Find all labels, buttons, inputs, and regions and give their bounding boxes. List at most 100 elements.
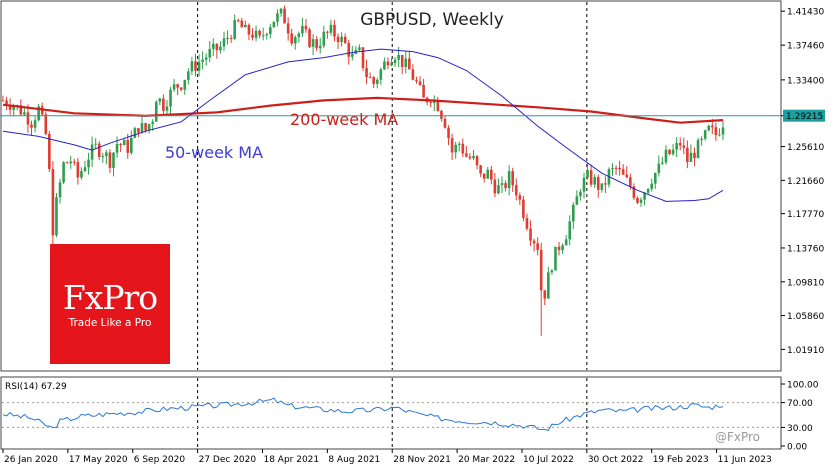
candle-body [582,177,586,192]
candle-body [272,21,276,28]
candle-body [279,8,283,14]
candle-body [554,246,557,271]
logo-tagline: Trade Like a Pro [68,317,152,329]
price-axis: 1.41430 1.37460 1.33400 1.29215 1.25610 1.216… [781,8,825,356]
x-tick-label: 18 Apr 2021 [263,455,319,465]
candle-body [276,13,279,22]
candle-body [418,81,422,85]
candle-body [5,100,8,106]
candle-body [686,147,689,162]
candle-body [550,270,554,273]
candle-body [283,8,286,24]
y-tick-label: 1.33400 [787,76,824,86]
candle-body [411,69,415,80]
candle-body [543,290,547,299]
x-tick-label: 17 May 2020 [69,455,128,465]
rsi-title: RSI(14) 67.29 [5,382,67,392]
candle-body [422,84,425,98]
rsi-y-tick-label: 70.00 [787,399,813,409]
candle-body [290,33,294,44]
main-panel-frame [0,0,782,372]
candle-body [486,169,490,179]
candle-body [661,162,664,164]
candle-body [301,25,304,34]
candle-body [12,106,15,110]
candle-body [105,152,108,157]
candle-body [557,246,561,251]
candle-body [269,27,272,35]
ma50-label: 50-week MA [165,143,263,162]
candle-body [454,144,457,153]
candle-body [347,43,351,57]
candle-body [718,134,721,136]
x-tick-label: 27 Dec 2020 [199,455,257,465]
candle-body [26,112,30,125]
candle-body [240,20,244,28]
candle-body [251,34,254,38]
candle-body [62,162,65,183]
candle-body [351,53,354,57]
candle-body [386,61,390,66]
candle-body [675,143,678,150]
x-tick-label: 8 Aug 2021 [328,455,380,465]
candle-body [80,171,83,178]
candle-body [101,156,105,158]
candle-body [646,188,650,193]
candle-body [97,143,101,157]
candle-body [593,177,596,185]
candle-body [693,152,696,158]
candle-body [529,228,532,241]
candle-body [479,165,482,174]
candle-body [87,159,90,168]
candle-body [632,186,636,198]
candle-body [696,140,700,158]
candle-body [465,153,468,157]
candle-body [154,101,158,122]
candle-body [429,102,433,104]
candle-body [83,167,87,172]
candle-body [440,111,443,119]
candle-body [122,139,126,146]
rsi-y-tick-label: 0.00 [787,443,807,453]
candle-body [130,137,133,153]
candle-body [336,36,340,43]
candle-body [229,37,233,39]
candle-body [222,38,226,47]
candle-body [108,152,112,168]
candle-body [72,161,76,163]
candle-body [258,30,261,36]
candle-body [361,47,365,68]
candle-body [397,55,400,60]
candle-body [493,179,497,194]
candle-body [126,139,130,153]
candle-body [137,128,140,133]
candle-body [379,69,383,80]
candle-body [657,163,661,174]
candle-body [372,77,375,84]
candle-body [643,192,646,200]
candle-body [621,169,625,175]
candle-body [653,173,657,184]
candle-body [547,272,550,299]
y-tick-label: 1.41430 [787,8,824,18]
candle-body [244,24,247,28]
candle-body [318,45,322,49]
y-tick-label: 1.09810 [787,278,824,288]
candle-body [525,217,529,229]
candle-body [618,167,621,170]
candle-body [568,221,572,240]
y-tick-label: 1.25610 [787,143,824,153]
candle-body [308,29,311,47]
candle-body [611,167,614,170]
candle-body [233,20,236,39]
candle-body [561,245,564,251]
candle-body [265,34,269,36]
candle-body [589,170,593,185]
candle-body [522,199,525,218]
candle-body [204,57,208,60]
candle-body [707,125,711,131]
x-tick-label: 26 Jan 2020 [4,455,58,465]
rsi-y-tick-label: 30.00 [787,424,813,434]
candle-body [19,105,23,115]
